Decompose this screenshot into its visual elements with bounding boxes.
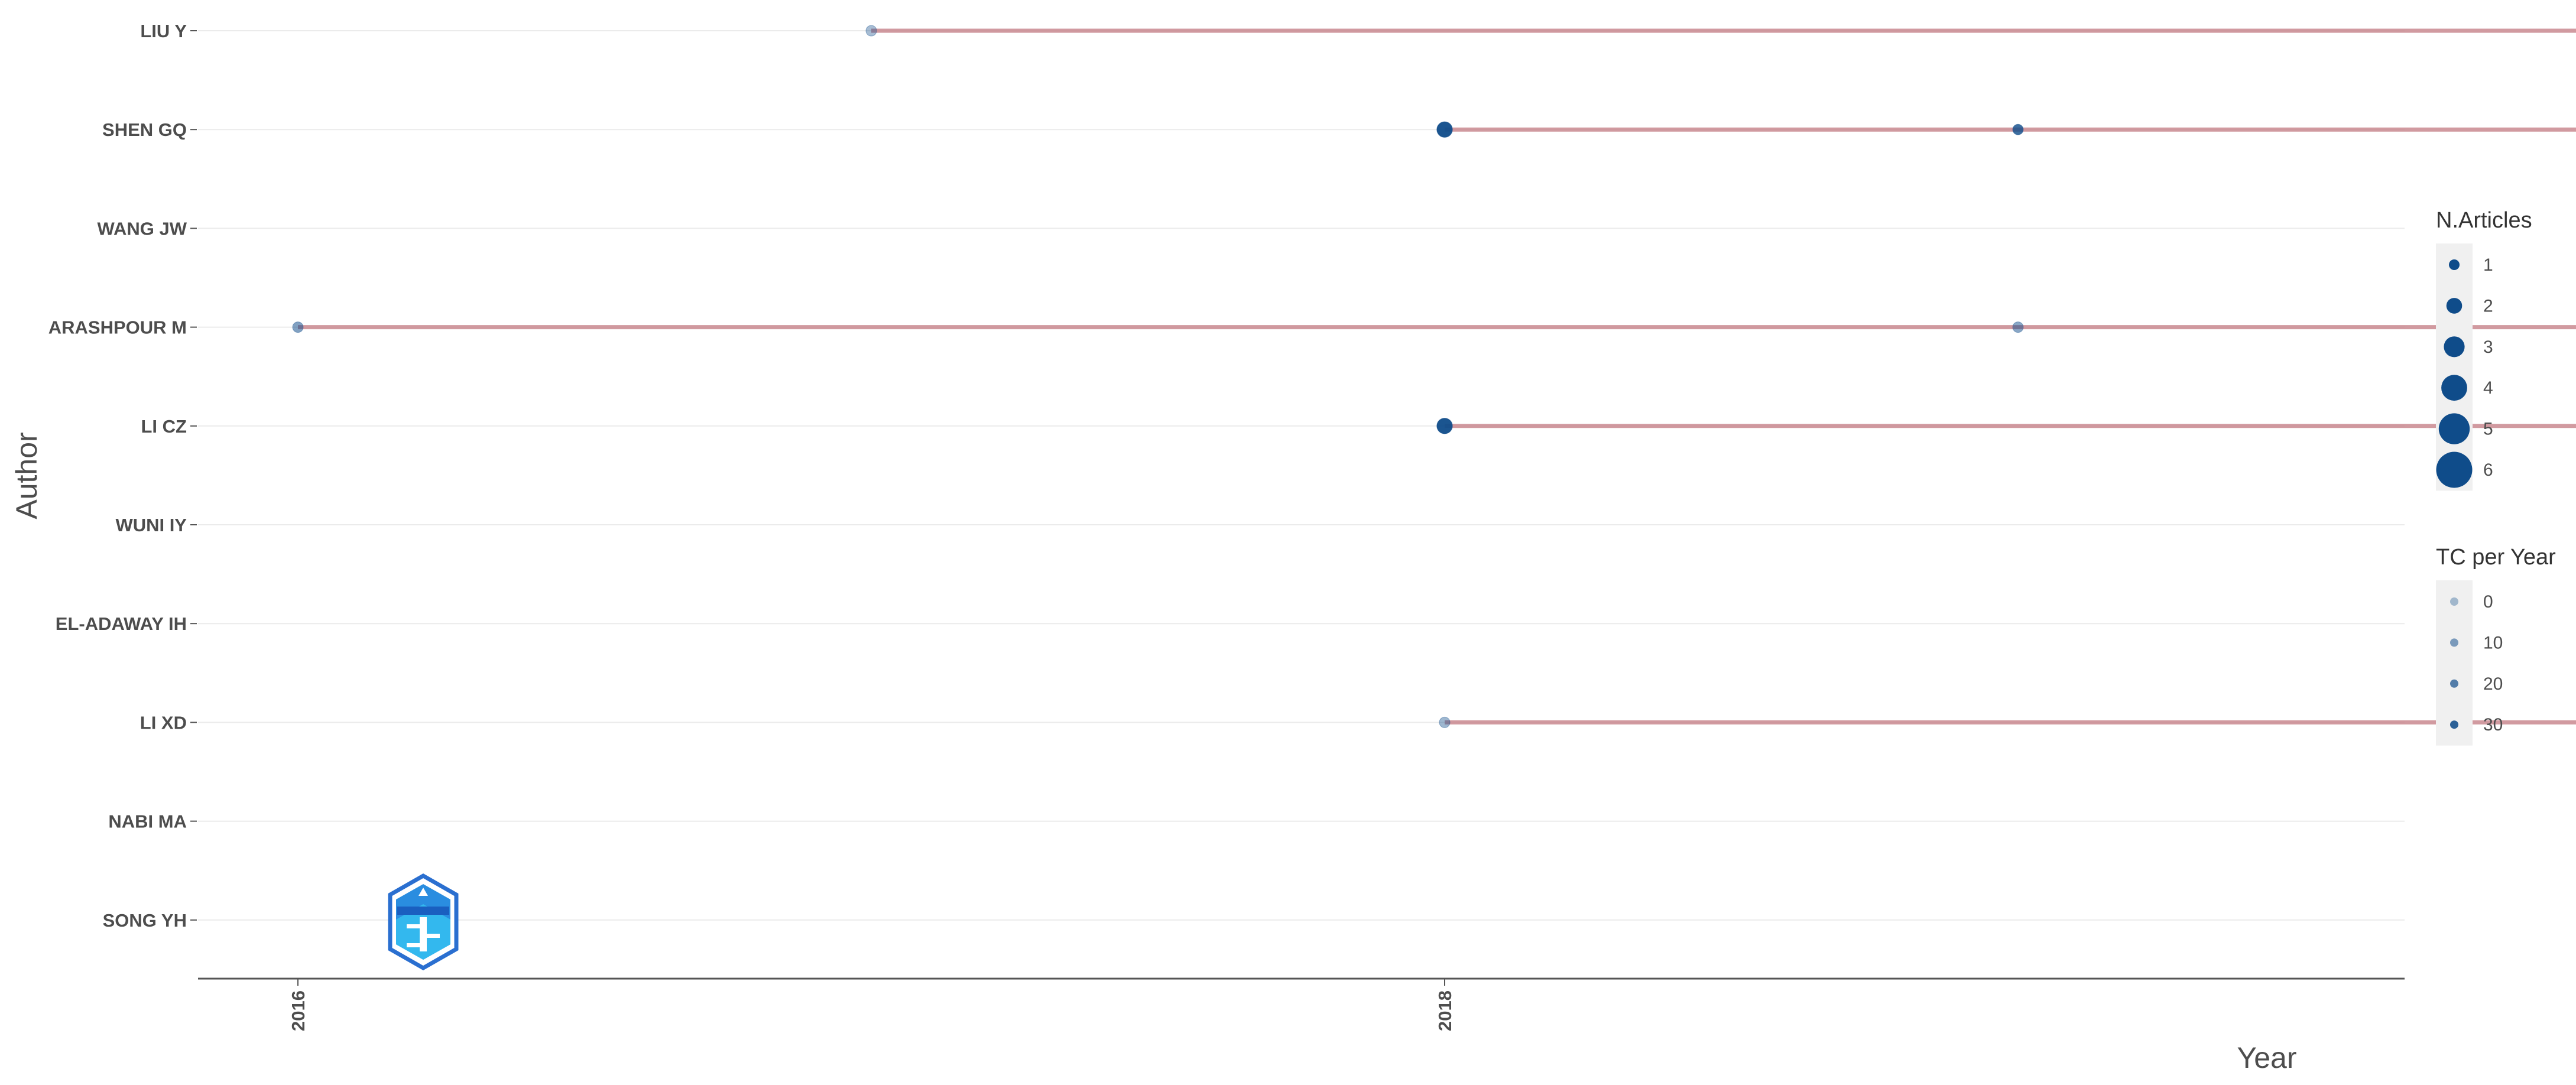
legend-tc-per-year-title: TC per Year bbox=[2436, 545, 2556, 570]
legend-size-key bbox=[2446, 298, 2463, 314]
data-point bbox=[2012, 321, 2024, 333]
legend-tc-per-year: TC per Year 0 10 20 30 bbox=[2436, 545, 2556, 746]
data-point bbox=[2012, 124, 2024, 135]
legend-alpha-label: 20 bbox=[2483, 674, 2503, 694]
data-points bbox=[292, 25, 2024, 728]
x-axis-title: Year bbox=[2237, 1041, 2296, 1074]
legend-size-label: 2 bbox=[2483, 296, 2493, 316]
author-label: NABI MA bbox=[108, 811, 187, 832]
author-label: SONG YH bbox=[103, 910, 187, 931]
author-label: LI XD bbox=[140, 712, 187, 733]
legend-n-articles-title: N.Articles bbox=[2436, 208, 2532, 233]
legend-size-key bbox=[2444, 336, 2465, 358]
author-timelines bbox=[298, 28, 2576, 725]
legend-key-background bbox=[2436, 243, 2473, 491]
legend-size-label: 6 bbox=[2483, 460, 2493, 480]
year-label: 2016 bbox=[288, 990, 309, 1031]
legend-alpha-key bbox=[2450, 638, 2458, 647]
x-axis: 2016201820202022 bbox=[198, 977, 2405, 1031]
legend-key-background bbox=[2436, 580, 2473, 746]
bibliometrix-logo bbox=[388, 873, 459, 971]
legend-size-key bbox=[2449, 259, 2460, 270]
author-label: WUNI IY bbox=[115, 515, 187, 535]
data-point bbox=[865, 25, 877, 37]
legend-alpha-key bbox=[2450, 720, 2458, 729]
legend-alpha-key bbox=[2450, 597, 2458, 606]
legend-size-label: 5 bbox=[2483, 420, 2493, 439]
legend-size-key bbox=[2436, 451, 2473, 488]
legend-size-label: 3 bbox=[2483, 337, 2493, 357]
year-label: 2018 bbox=[1435, 990, 1455, 1031]
author-label: SHEN GQ bbox=[102, 119, 187, 140]
legend-alpha-key bbox=[2450, 679, 2458, 688]
author-label: LI CZ bbox=[141, 416, 187, 437]
data-point bbox=[292, 321, 304, 333]
author-label: ARASHPOUR M bbox=[48, 317, 187, 338]
legend-size-key bbox=[2441, 375, 2467, 401]
author-label: EL-ADAWAY IH bbox=[56, 613, 187, 634]
legend-alpha-label: 10 bbox=[2483, 633, 2503, 652]
data-point bbox=[1436, 121, 1453, 138]
y-axis-title: Author bbox=[10, 432, 43, 519]
data-point bbox=[1436, 418, 1453, 434]
legend-alpha-label: 0 bbox=[2483, 592, 2493, 612]
legend-n-articles: N.Articles 1 2 3 4 5 6 bbox=[2436, 208, 2532, 491]
y-axis: LIU Y SHEN GQ WANG JW ARASHPOUR M LI CZ WUNI … bbox=[48, 21, 197, 931]
author-label: WANG JW bbox=[97, 218, 187, 239]
data-point bbox=[1439, 716, 1451, 728]
legend-alpha-label: 30 bbox=[2483, 715, 2503, 735]
legend-size-label: 1 bbox=[2483, 255, 2493, 275]
legend-size-key bbox=[2438, 413, 2470, 444]
author-label: LIU Y bbox=[140, 21, 187, 41]
legend-size-label: 4 bbox=[2483, 378, 2493, 398]
